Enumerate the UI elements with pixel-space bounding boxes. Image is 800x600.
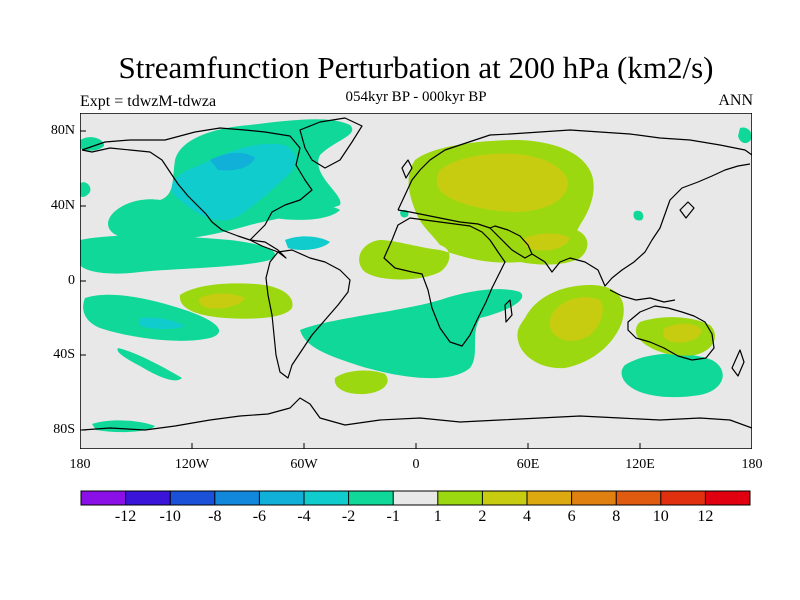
- y-tick-label: 0: [68, 273, 75, 288]
- colorbar-swatch-11: [571, 491, 617, 505]
- mediterranean-coastline: [397, 209, 491, 229]
- colorbar-swatch-2: [170, 491, 215, 505]
- pacific-core: [198, 293, 245, 309]
- south-america-core: [285, 236, 330, 250]
- colorbar-swatch-10: [527, 491, 572, 505]
- colorbar-label: -6: [252, 508, 267, 525]
- europe-coastline: [397, 129, 752, 211]
- south-anomaly-band: [117, 348, 182, 381]
- new-zealand-coastline: [731, 349, 745, 377]
- chart-title: Streamfunction Perturbation at 200 hPa (…: [118, 50, 714, 85]
- y-tick-label: 40S: [53, 347, 75, 362]
- x-tick-label: 60E: [516, 457, 540, 472]
- arctic-anomaly: [80, 137, 105, 151]
- colorbar-swatch-8: [437, 491, 483, 505]
- antarctica-coastline: [81, 397, 752, 431]
- colorbar-label: 10: [652, 508, 669, 525]
- colorbar-label: 1: [433, 508, 442, 525]
- colorbar-frame: [80, 490, 751, 506]
- small-anomaly: [633, 210, 644, 221]
- colorbar-label: -4: [297, 508, 311, 525]
- negative-core-regions: [140, 143, 330, 329]
- india-core: [524, 233, 570, 251]
- greenland-coastline: [299, 117, 363, 169]
- x-tick-label: 180: [69, 457, 91, 472]
- australia-coastline: [627, 305, 715, 361]
- north-america-core: [171, 143, 296, 221]
- south-atlantic-anomaly: [300, 289, 523, 379]
- colorbar-swatch-1: [125, 491, 171, 505]
- x-tick-label: 180: [741, 457, 763, 472]
- south-america-coastline: [265, 249, 351, 379]
- y-tick-label: 40N: [50, 198, 75, 213]
- colorbar-label: -10: [159, 508, 181, 525]
- colorbar-label: -8: [208, 508, 222, 525]
- indonesia-coastline: [609, 289, 676, 303]
- axis-ticks: [80, 130, 641, 449]
- colorbar-swatch-13: [660, 491, 706, 505]
- colorbar-label: -2: [341, 508, 356, 525]
- japan-coastline: [679, 201, 695, 219]
- colorbar-swatch-9: [482, 491, 527, 505]
- africa-coastline: [383, 217, 506, 347]
- arabia-coastline: [489, 225, 533, 259]
- y-tick-label: 80N: [50, 123, 75, 138]
- x-tick-label: 120W: [174, 457, 210, 472]
- colorbar-label: -12: [114, 508, 137, 525]
- map-panel: [80, 113, 752, 449]
- colorbar-label: 8: [612, 508, 621, 525]
- north-america-coastline: [81, 127, 313, 259]
- southern-ocean-anomaly: [621, 353, 723, 398]
- indian-ocean-core: [549, 297, 603, 341]
- south-atlantic-positive: [334, 370, 388, 395]
- eurasia-core: [436, 153, 568, 212]
- positive-core-regions: [198, 153, 702, 343]
- colorbar-label: 12: [697, 508, 714, 525]
- chart-subtitle: 054kyr BP - 000kyr BP: [345, 89, 487, 105]
- uk-coastline: [401, 159, 413, 179]
- small-anomaly: [738, 127, 752, 144]
- madagascar-coastline: [504, 299, 513, 323]
- colorbar-swatch-12: [616, 491, 661, 505]
- small-anomaly: [270, 204, 340, 220]
- colorbar-swatch-14: [705, 491, 750, 505]
- australia-core: [663, 323, 702, 343]
- colorbar-swatch-0: [81, 491, 126, 505]
- coastlines: [81, 117, 752, 431]
- x-tick-label: 0: [412, 457, 420, 472]
- colorbar-label: 4: [523, 508, 531, 525]
- pacific-anomaly: [80, 235, 276, 274]
- canada-core: [210, 152, 255, 171]
- asia-coastline: [531, 163, 751, 287]
- x-tick-label: 60W: [290, 457, 318, 472]
- colorbar-label: -1: [386, 508, 400, 525]
- colorbar-label: 2: [478, 508, 487, 525]
- y-tick-label: 80S: [53, 422, 75, 437]
- experiment-label: Expt = tdwzM-tdwza: [80, 93, 217, 110]
- colorbar-swatch-6: [348, 491, 394, 505]
- colorbar-swatch-3: [214, 491, 260, 505]
- season-label: ANN: [718, 92, 753, 109]
- colorbar: [80, 490, 751, 506]
- colorbar-swatch-4: [259, 491, 304, 505]
- colorbar-swatch-7: [393, 491, 438, 505]
- south-pacific-core: [140, 317, 185, 329]
- colorbar-swatch-5: [304, 491, 349, 505]
- colorbar-label: 6: [567, 508, 576, 525]
- atlantic-anomaly: [80, 182, 91, 197]
- x-tick-label: 120E: [625, 457, 655, 472]
